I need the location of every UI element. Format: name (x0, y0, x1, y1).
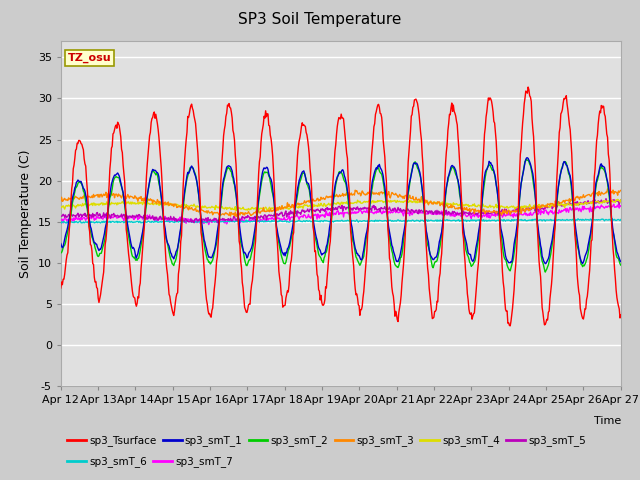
Text: SP3 Soil Temperature: SP3 Soil Temperature (238, 12, 402, 27)
Legend: sp3_smT_6, sp3_smT_7: sp3_smT_6, sp3_smT_7 (63, 452, 237, 471)
Text: Time: Time (593, 416, 621, 426)
Y-axis label: Soil Temperature (C): Soil Temperature (C) (19, 149, 32, 278)
Text: TZ_osu: TZ_osu (68, 53, 111, 63)
